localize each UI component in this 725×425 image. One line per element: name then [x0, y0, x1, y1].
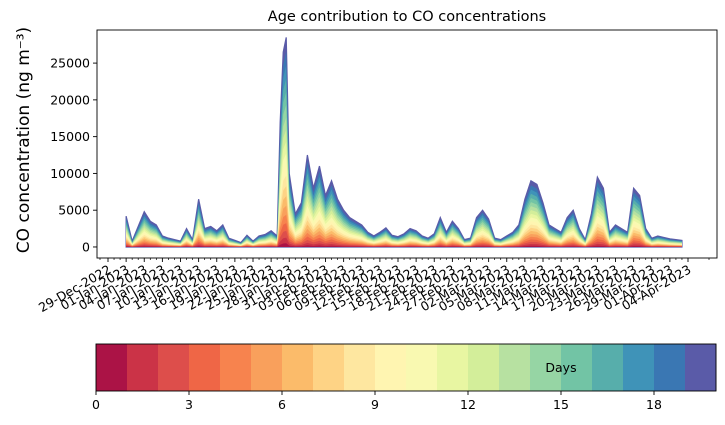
colorbar-cell-0 [96, 344, 128, 391]
stacked-areas [125, 37, 683, 248]
colorbar-cell-17 [623, 344, 655, 391]
age-band-day-19 [125, 37, 683, 248]
plot-frame [96, 29, 718, 259]
colorbar-cell-1 [127, 344, 159, 391]
colorbar-cell-7 [313, 344, 345, 391]
colorbar-cell-13 [499, 344, 531, 391]
y-tick-label: 15000 [50, 129, 90, 144]
colorbar-cell-14 [530, 344, 562, 391]
colorbar-cell-16 [592, 344, 624, 391]
colorbar-tick-label: 9 [371, 397, 379, 412]
colorbar-cell-5 [251, 344, 283, 391]
colorbar-cell-15 [561, 344, 593, 391]
y-axis-ticks: 0 5000 10000 15000 20000 25000 [50, 56, 97, 254]
colorbar-ticks: 0 3 6 9 12 15 18 [92, 391, 662, 412]
colorbar-cells [96, 344, 717, 391]
x-axis-ticks: 29-Dec-202201-Jan-202304-Jan-202307-Jan-… [36, 258, 710, 315]
colorbar-cell-10 [406, 344, 438, 391]
colorbar-cell-12 [468, 344, 500, 391]
y-tick-label: 10000 [50, 166, 90, 181]
colorbar-tick-label: 6 [278, 397, 286, 412]
y-tick-label: 20000 [50, 92, 90, 107]
colorbar-frame [95, 343, 717, 392]
colorbar-cell-9 [375, 344, 407, 391]
colorbar-tick-label: 3 [185, 397, 193, 412]
y-axis-label: CO concentration (ng m⁻³) [14, 27, 34, 253]
main-chart: Age contribution to CO concentrations CO… [14, 9, 718, 315]
colorbar-tick-label: 15 [553, 397, 569, 412]
colorbar-tick-label: 12 [460, 397, 476, 412]
colorbar-cell-18 [654, 344, 686, 391]
chart-title: Age contribution to CO concentrations [268, 9, 546, 25]
colorbar-label: Days [545, 360, 576, 375]
colorbar-tick-label: 18 [646, 397, 662, 412]
colorbar-cell-4 [220, 344, 252, 391]
colorbar-cell-3 [189, 344, 221, 391]
colorbar-cell-11 [437, 344, 469, 391]
y-tick-label: 25000 [50, 56, 90, 71]
y-tick-label: 0 [82, 239, 90, 254]
colorbar: 0 3 6 9 12 15 18 Days [92, 343, 717, 412]
colorbar-cell-8 [344, 344, 376, 391]
y-tick-label: 5000 [58, 203, 90, 218]
colorbar-cell-19 [685, 344, 717, 391]
colorbar-cell-2 [158, 344, 190, 391]
colorbar-cell-6 [282, 344, 314, 391]
colorbar-tick-label: 0 [92, 397, 100, 412]
